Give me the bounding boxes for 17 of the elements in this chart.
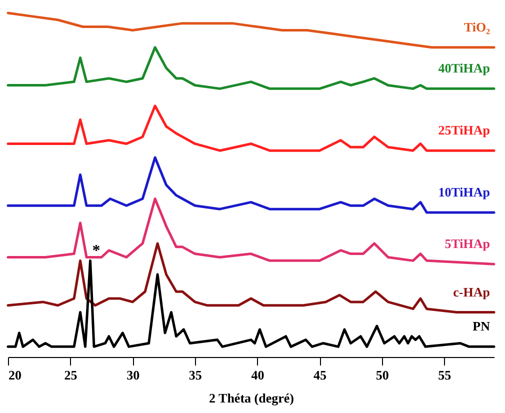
series-label: 25TiHAp [438,122,490,138]
x-tick-label: 20 [8,368,22,382]
series-label: 40TiHAp [438,60,490,76]
x-tick-label: 50 [376,368,389,382]
x-tick-label: 25 [64,368,78,382]
annotation: * [92,242,100,260]
series-label: PN [472,318,491,334]
series-label: 5TiHAp [444,236,490,252]
series-label: 10TiHAp [438,184,490,200]
x-tick-label: 35 [188,368,202,382]
x-tick-label: 45 [314,368,328,382]
x-tick-label: 30 [126,368,140,382]
x-tick-label: 55 [438,368,452,382]
series-label: c-HAp [453,284,490,300]
series-label: TiO₂ [464,19,490,34]
x-tick-label: 40 [251,368,264,382]
x-axis-title: 2 Théta (degré) [209,390,294,406]
